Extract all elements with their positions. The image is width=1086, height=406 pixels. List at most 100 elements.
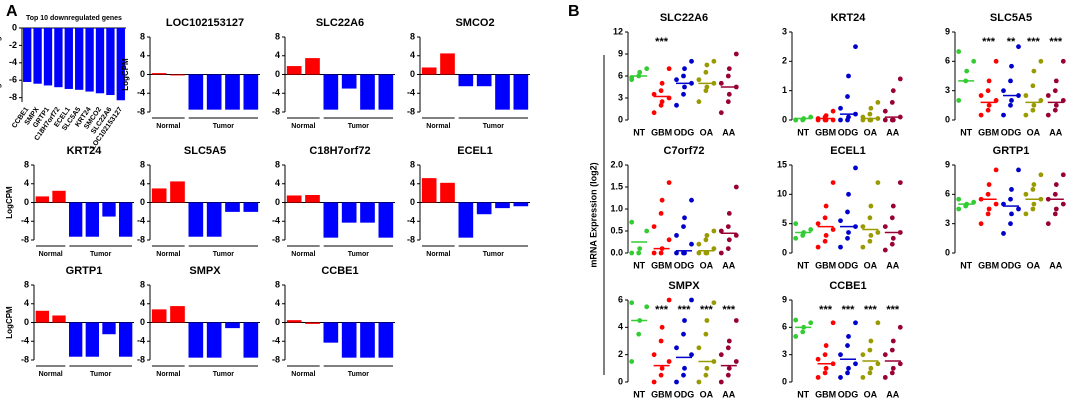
- bar: [421, 67, 437, 75]
- dot: [681, 372, 686, 378]
- y-tick-label: 15: [777, 159, 787, 169]
- dot: [846, 191, 851, 197]
- dot: [1030, 83, 1036, 89]
- y-tick-label: 0: [782, 376, 787, 386]
- dot: [1009, 187, 1014, 192]
- dot: [1053, 78, 1059, 84]
- bar: [188, 74, 204, 110]
- x-tick-label: OA: [864, 389, 878, 399]
- bar: [35, 310, 49, 323]
- y-axis-label: Log2 fold change: [0, 31, 2, 98]
- dot: [890, 117, 896, 123]
- dot: [696, 99, 702, 105]
- y-tick-label: 0: [275, 317, 280, 327]
- y-tick-label: 3: [945, 85, 950, 95]
- dot: [636, 331, 642, 337]
- x-tick-label: ODG: [674, 389, 695, 399]
- group-label: Normal: [39, 251, 63, 258]
- x-tick-label: AA: [886, 389, 899, 399]
- x-tick-label: AA: [722, 389, 735, 399]
- dot: [853, 320, 858, 326]
- dot: [1001, 231, 1006, 236]
- chart-title: C7orf72: [664, 145, 705, 157]
- dot: [658, 102, 664, 108]
- dot: [838, 117, 843, 123]
- x-tick-label: AA: [886, 127, 899, 137]
- bar: [378, 74, 394, 110]
- y-axis-label: LogCPM: [5, 306, 14, 339]
- y-tick-label: -4: [272, 336, 280, 346]
- y-tick-label: 6: [945, 56, 950, 66]
- dot: [704, 318, 710, 323]
- y-tick-label: 0: [410, 69, 415, 79]
- y-tick-label: 0: [275, 197, 280, 207]
- dot: [993, 98, 999, 103]
- bar: [360, 202, 375, 223]
- dot: [703, 372, 709, 378]
- y-tick-label: -8: [137, 234, 145, 244]
- dot: [830, 227, 836, 232]
- dot: [889, 215, 895, 221]
- dot: [875, 100, 881, 105]
- y-tick-label: -8: [272, 234, 280, 244]
- dot: [822, 215, 828, 221]
- dot: [956, 206, 962, 212]
- significance: ***: [655, 36, 669, 48]
- y-tick-label: 4: [140, 298, 145, 308]
- dot: [853, 361, 858, 367]
- dot: [986, 78, 992, 84]
- chart-title: SLC5A5: [184, 145, 226, 157]
- dot: [985, 191, 991, 197]
- group-label: Tumor: [213, 123, 235, 130]
- bar: [206, 202, 222, 237]
- group-label: Tumor: [483, 251, 505, 258]
- bar: [119, 322, 133, 357]
- dot: [636, 250, 642, 256]
- chart-title: CCBE1: [321, 265, 358, 277]
- bar: [323, 74, 339, 110]
- group-label: Normal: [291, 371, 315, 378]
- significance: ***: [819, 304, 833, 316]
- dot: [651, 91, 657, 97]
- chart-title: C18H7orf72: [309, 145, 370, 157]
- bar: [360, 74, 375, 110]
- dot: [703, 69, 709, 75]
- bar: [225, 322, 240, 329]
- dot: [733, 233, 739, 238]
- dot: [815, 356, 821, 362]
- dot: [890, 88, 896, 94]
- dot: [846, 73, 851, 79]
- dot: [867, 215, 873, 221]
- y-tick-label: 0.0: [610, 247, 623, 257]
- dot: [1023, 211, 1029, 217]
- dot: [985, 211, 991, 217]
- bar: [341, 322, 357, 358]
- dot: [823, 343, 829, 348]
- x-tick-label: NT: [960, 260, 972, 270]
- x-tick-label: OA: [700, 389, 714, 399]
- dot: [860, 244, 866, 250]
- dot: [666, 359, 672, 364]
- group-label: Tumor: [90, 371, 112, 378]
- dot: [733, 359, 739, 364]
- y-tick-label: 8: [275, 279, 280, 289]
- dot: [1023, 191, 1029, 197]
- x-tick-label: ODG: [674, 127, 695, 137]
- dot: [800, 329, 806, 335]
- dot: [882, 352, 888, 358]
- dot: [838, 218, 843, 224]
- dot: [666, 237, 672, 243]
- dot: [897, 324, 903, 330]
- y-tick-label: -4: [272, 88, 280, 98]
- bar: [64, 28, 73, 89]
- dot: [1030, 187, 1036, 192]
- y-tick-label: 8: [140, 31, 145, 41]
- dot: [726, 338, 732, 344]
- y-tick-label: 9: [618, 48, 623, 58]
- bar: [69, 322, 83, 357]
- bar: [513, 202, 529, 207]
- significance: **: [1007, 36, 1016, 48]
- dot: [674, 345, 679, 351]
- dot: [964, 68, 970, 74]
- dot: [659, 80, 665, 86]
